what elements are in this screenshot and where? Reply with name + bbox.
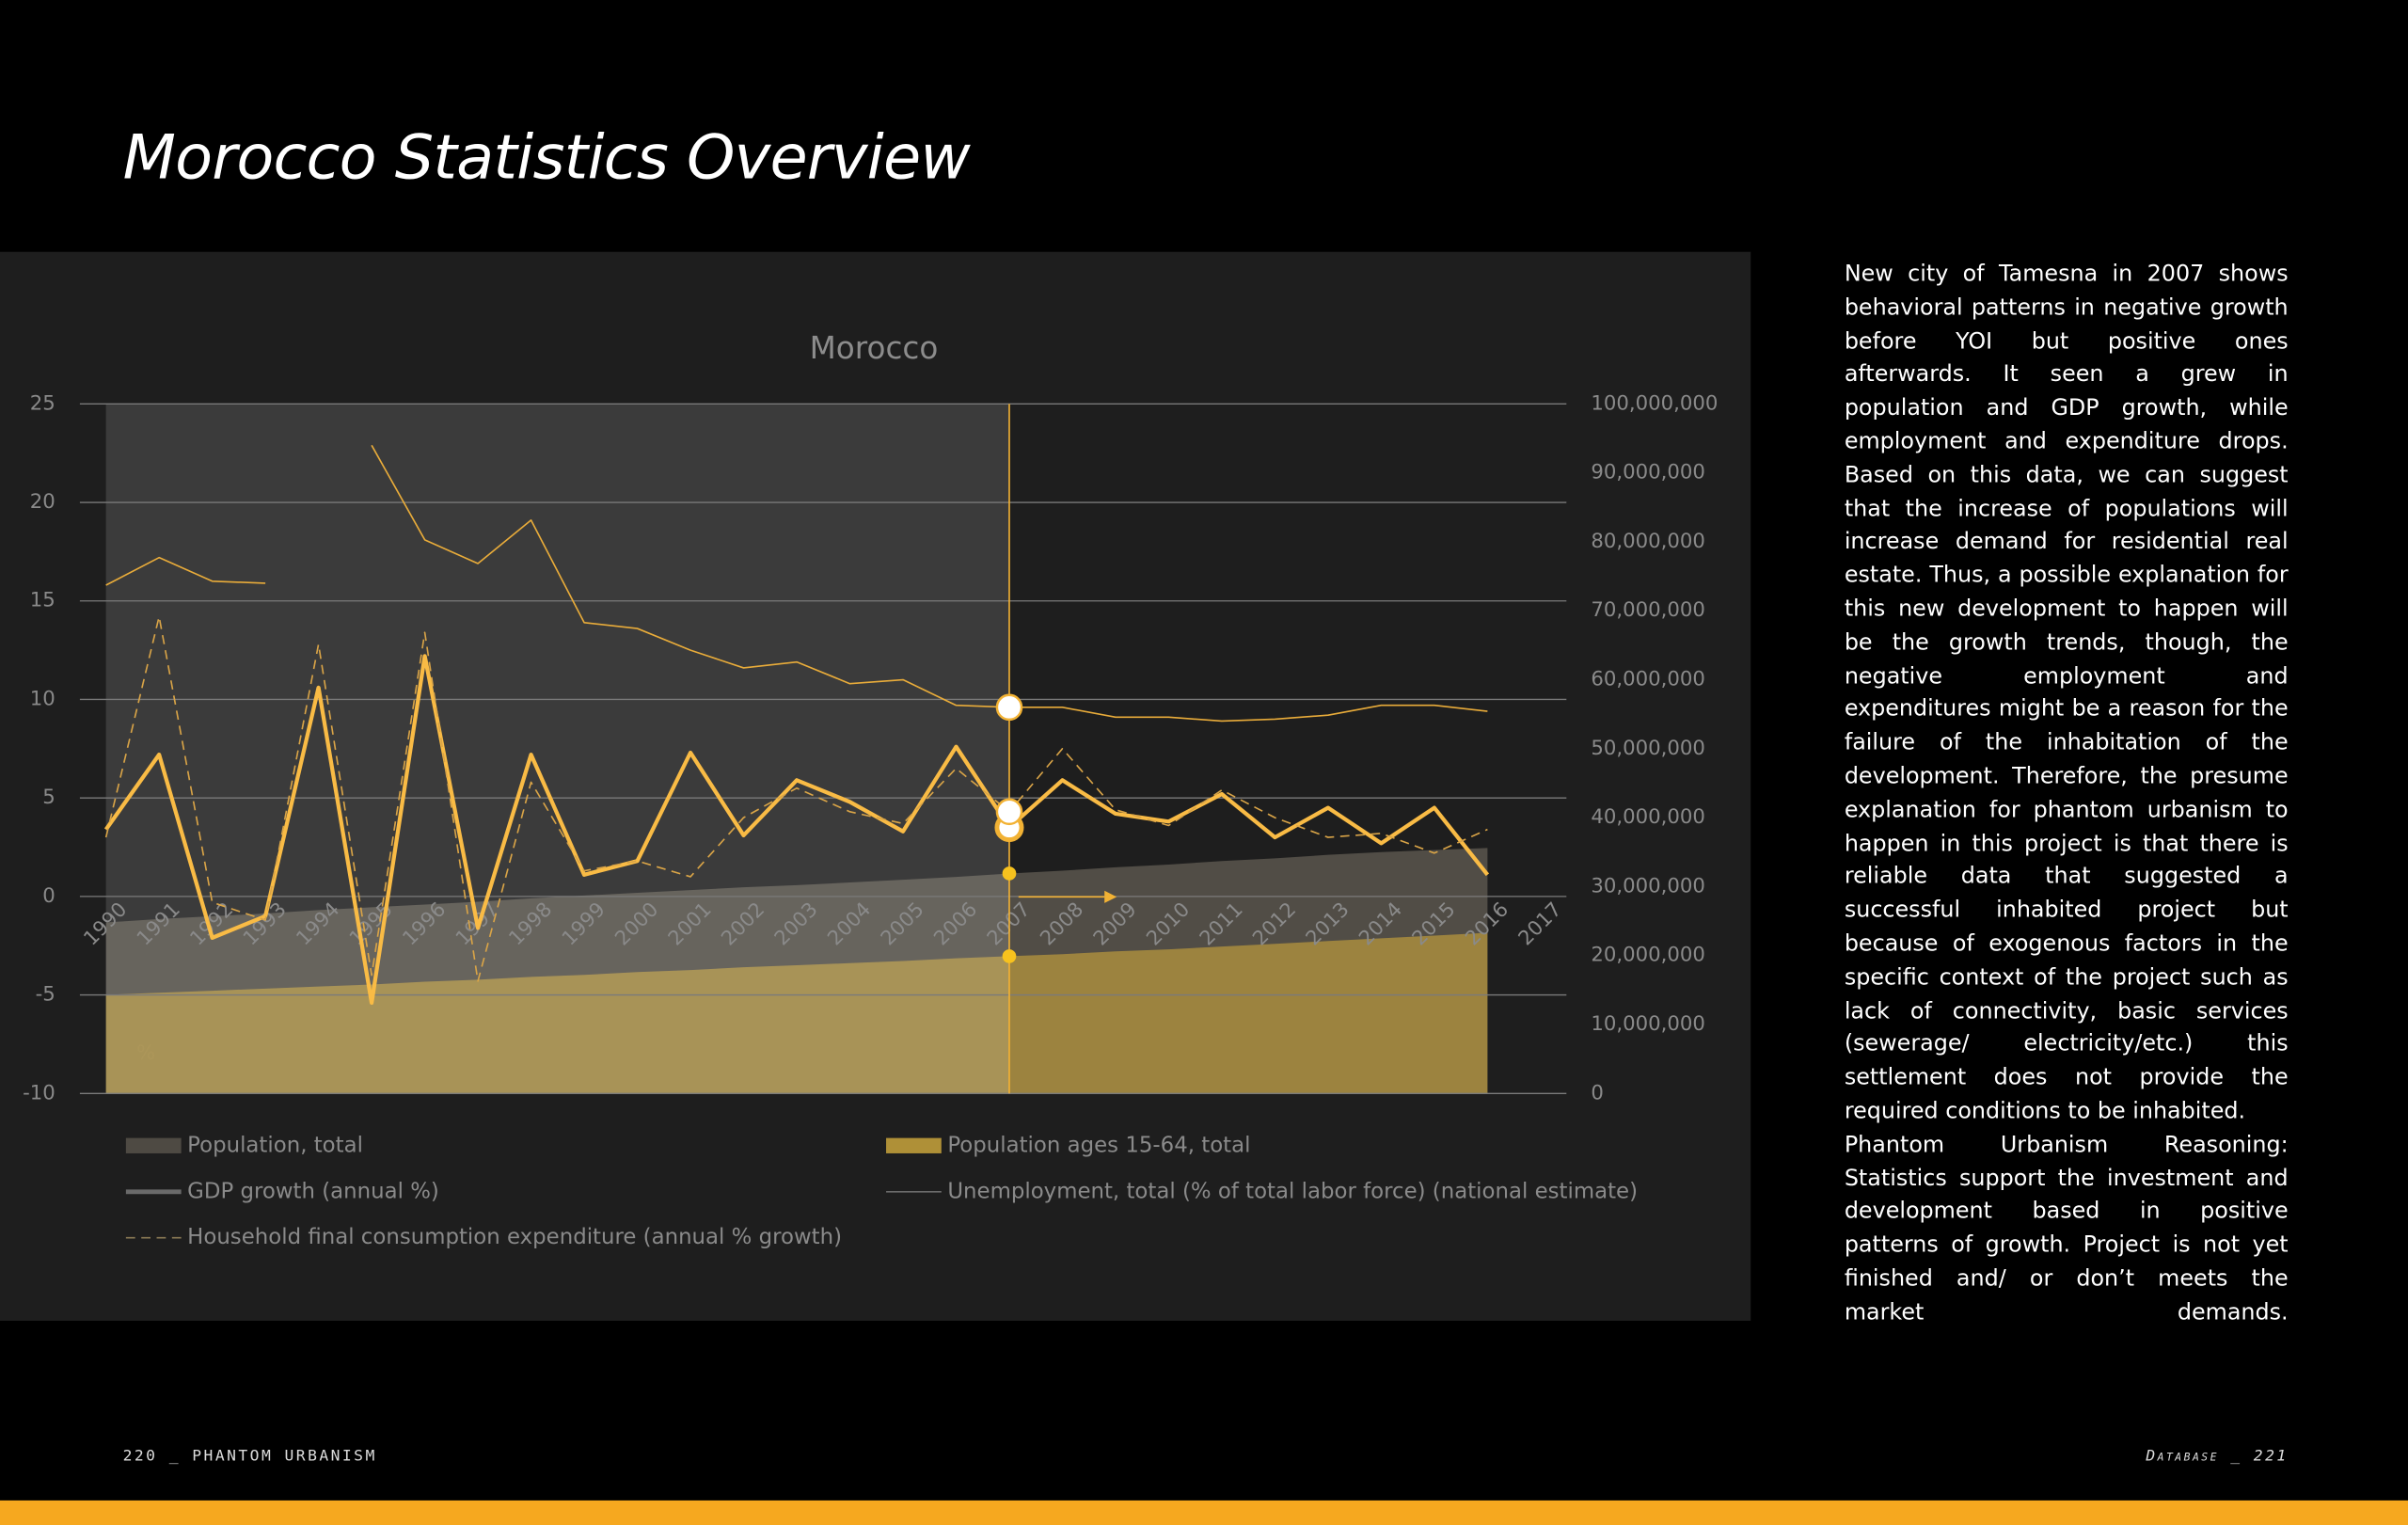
chart: Morocco % 2520151050-5-10100,000,00090,0… xyxy=(23,330,1718,1249)
footer-right: Database _ 221 xyxy=(2146,1448,2289,1466)
legend-label: Population ages 15-64, total xyxy=(947,1133,1250,1157)
y2-tick-label: 90,000,000 xyxy=(1591,461,1705,485)
y2-tick-label: 60,000,000 xyxy=(1591,668,1705,691)
y2-tick-label: 80,000,000 xyxy=(1591,530,1705,553)
paragraph: New city of Tamesna in 2007 shows behavi… xyxy=(1844,261,2289,1124)
y-tick-label: 5 xyxy=(42,786,55,809)
page-title: Morocco Statistics Overview xyxy=(122,122,971,194)
legend-label: Population, total xyxy=(187,1133,363,1157)
y-tick-label: 0 xyxy=(42,884,55,908)
y-tick-label: 15 xyxy=(30,589,55,612)
y2-tick-label: 10,000,000 xyxy=(1591,1012,1705,1036)
y2-tick-label: 0 xyxy=(1591,1081,1604,1104)
body-text: New city of Tamesna in 2007 shows behavi… xyxy=(1845,258,2289,1329)
y2-tick-label: 30,000,000 xyxy=(1591,874,1705,898)
marker-dot xyxy=(1002,949,1017,963)
line xyxy=(103,654,1490,1006)
area xyxy=(105,932,1488,1094)
y2-tick-label: 40,000,000 xyxy=(1591,805,1705,829)
marker-dot xyxy=(1002,866,1017,881)
y2-tick-label: 50,000,000 xyxy=(1591,737,1705,760)
paragraph: Phantom Urbanism Reasoning: Statistics s… xyxy=(1844,1131,2289,1326)
y2-tick-label: 20,000,000 xyxy=(1591,944,1705,967)
y-tick-label: 10 xyxy=(30,687,55,710)
chart-title: Morocco xyxy=(810,330,939,366)
legend-label: GDP growth (annual %) xyxy=(187,1179,439,1203)
annotation-arrow-head xyxy=(1104,890,1117,903)
x-tick-label: 2017 xyxy=(1514,898,1567,950)
line xyxy=(105,444,1488,723)
y-tick-label: 20 xyxy=(30,490,55,514)
y-tick-label: -10 xyxy=(23,1081,55,1104)
chart-panel: Morocco % 2520151050-5-10100,000,00090,0… xyxy=(0,251,1751,1321)
footer-left: 220 _ PHANTOM URBANISM xyxy=(122,1448,377,1466)
y2-tick-label: 100,000,000 xyxy=(1591,391,1718,415)
line xyxy=(104,615,1488,982)
legend-swatch xyxy=(125,1137,182,1153)
legend-label: Unemployment, total (% of total labor fo… xyxy=(947,1179,1638,1203)
y-tick-label: 25 xyxy=(30,391,55,415)
highlight-band xyxy=(105,404,1009,1094)
marker xyxy=(995,693,1023,722)
footer-bar xyxy=(0,1500,2408,1525)
y2-tick-label: 70,000,000 xyxy=(1591,598,1705,622)
legend-label: Household final consumption expenditure … xyxy=(187,1225,842,1249)
y-tick-label: -5 xyxy=(36,983,55,1007)
marker xyxy=(995,798,1023,826)
legend-swatch xyxy=(886,1137,942,1153)
